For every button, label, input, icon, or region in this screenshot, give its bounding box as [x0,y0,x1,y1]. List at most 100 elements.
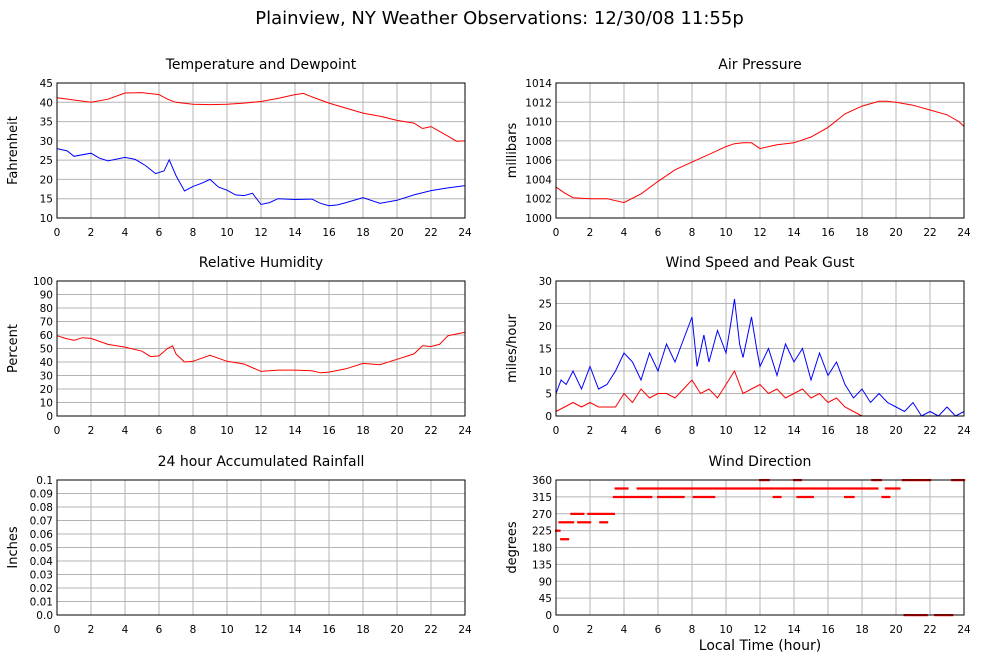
data-point [558,521,561,524]
data-point [798,487,801,490]
data-point [614,495,617,499]
x-tick-label: 14 [288,624,302,636]
data-point [560,521,563,524]
plot-frame [555,479,965,616]
data-point [602,512,605,515]
data-point [606,521,609,524]
data-point [804,495,808,499]
x-tick-label: 4 [122,425,129,437]
data-point [665,487,668,490]
data-point [838,487,842,490]
x-tick-label: 12 [254,227,267,239]
x-tick-label: 24 [458,425,472,437]
data-point [748,487,751,490]
x-tick-label: 6 [655,227,662,239]
data-point [582,521,585,524]
data-point [738,487,741,490]
chart-title: Temperature and Dewpoint [165,57,357,73]
data-point [621,495,624,499]
data-point [793,487,796,490]
data-point [704,495,707,499]
data-point [577,521,580,524]
plot-frame [555,82,965,219]
data-point [694,487,697,490]
data-point [558,529,561,532]
data-point [667,495,670,499]
data-point [648,495,651,499]
data-point [893,487,896,490]
x-tick-label: 14 [787,227,801,239]
x-tick-label: 2 [88,227,95,239]
data-point [663,495,666,499]
data-point [871,487,874,490]
data-point [561,538,564,541]
data-point [677,495,680,499]
data-point [674,495,677,499]
data-point [867,487,870,490]
data-point [628,495,631,499]
x-tick-label: 2 [587,425,594,437]
x-tick-label: 22 [424,227,437,239]
data-point [862,487,865,490]
data-point [874,487,877,490]
x-tick-label: 0 [54,624,61,636]
x-tick-label: 22 [923,624,936,636]
data-point [662,495,665,499]
data-point [617,495,621,499]
data-point [657,487,660,490]
data-point [580,521,583,524]
data-point [736,487,740,490]
x-tick-label: 22 [923,425,936,437]
x-tick-label: 14 [787,624,801,636]
x-tick-label: 12 [254,624,267,636]
data-point [692,495,695,499]
y-tick-label: 0.1 [36,475,53,487]
x-tick-label: 6 [156,624,163,636]
data-point [774,495,777,499]
y-tick-label: 1006 [525,155,552,167]
data-point [847,495,850,499]
data-point [815,487,818,490]
data-point [619,495,622,499]
y-tick-label: 15 [40,194,53,206]
data-point [765,487,768,490]
data-point [619,487,622,490]
data-point [614,487,617,490]
data-point [794,487,797,490]
chart-title: Wind Speed and Peak Gust [666,255,855,271]
data-point [733,487,736,490]
y-axis-label: Fahrenheit [6,116,21,185]
data-point [844,487,847,490]
data-point [844,495,847,499]
data-point [864,487,867,490]
data-point [682,495,685,499]
data-point [852,495,855,499]
data-point [563,538,566,541]
data-point [648,487,651,490]
data-point [701,487,704,490]
data-point [789,487,792,490]
data-point [716,487,719,490]
y-tick-label: 20 [40,174,53,186]
data-point [587,512,590,515]
data-point [849,495,852,499]
data-point [803,487,806,490]
data-point [578,512,581,515]
chart-title: Air Pressure [718,57,801,73]
data-point [660,487,663,490]
y-tick-label: 10 [40,398,53,410]
data-point [730,487,733,490]
data-point [599,521,602,524]
data-point [583,521,587,524]
data-point [658,495,661,499]
data-point [888,487,891,490]
data-point [888,495,891,499]
y-tick-label: 1008 [525,136,552,148]
x-tick-label: 24 [957,227,971,239]
data-point [857,487,860,490]
data-point [786,487,789,490]
x-tick-label: 18 [855,227,868,239]
data-point [609,512,612,515]
